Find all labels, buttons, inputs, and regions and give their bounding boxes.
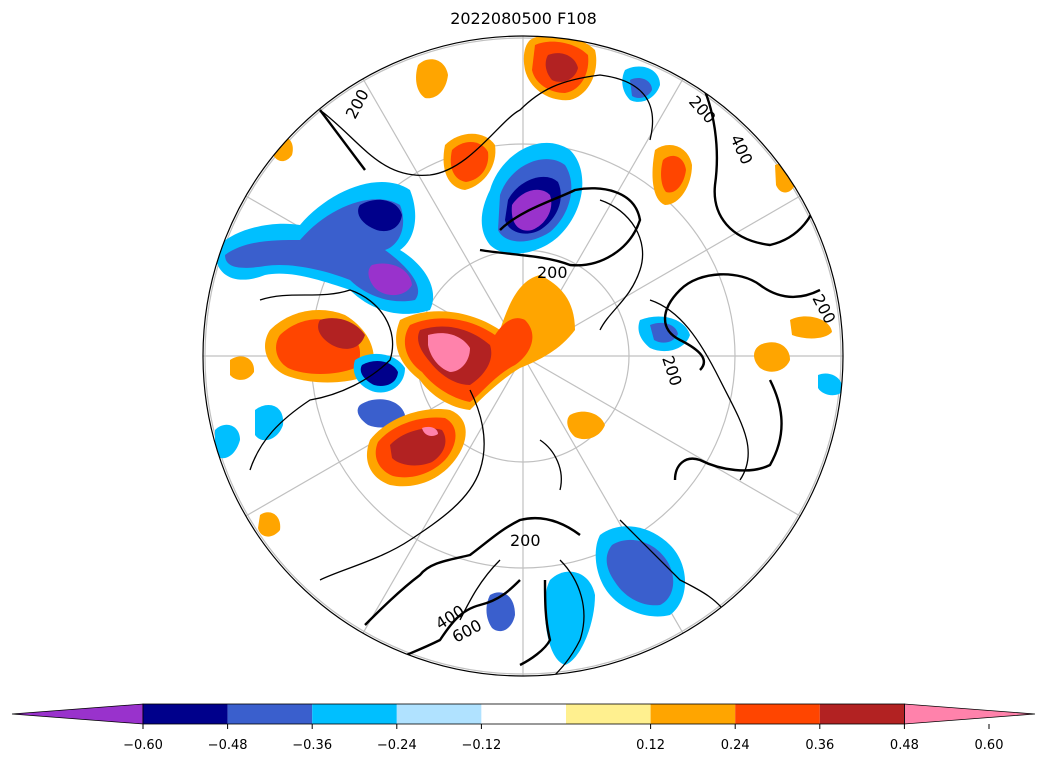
map-title: 2022080500 F108 [450, 9, 597, 28]
colorbar-segment [143, 704, 228, 724]
colorbar-segment [312, 704, 397, 724]
coastlines [249, 74, 749, 676]
colorbar-frame [142, 703, 905, 725]
colorbar-segment [904, 703, 1036, 725]
meridian-line [357, 69, 524, 357]
colorbar-tick-label: −0.24 [377, 738, 417, 753]
colorbar-tick-label: 0.12 [636, 738, 665, 753]
colorbar-tick-label: −0.48 [208, 738, 248, 753]
contour-label: 200 [658, 353, 686, 388]
colorbar-segment [227, 704, 313, 724]
contour-label: 400 [726, 132, 756, 168]
meridian-line [357, 355, 524, 643]
colorbar-segment [566, 704, 651, 724]
colorbar-tick-label: 0.36 [805, 738, 834, 753]
colorbar-segment [819, 704, 905, 724]
colorbar-tick-label: −0.36 [292, 738, 332, 753]
colorbar-tick-label: 0.60 [975, 738, 1004, 753]
colorbar-segment [481, 704, 566, 724]
map-boundary [202, 35, 844, 677]
contour-label: 200 [537, 263, 568, 282]
meridian-line [522, 355, 810, 522]
colorbar-tick-label: 0.24 [721, 738, 750, 753]
colorbar-tick-label: 0.48 [890, 738, 919, 753]
height-contours [319, 79, 822, 667]
colorbar-tick-label: −0.12 [461, 738, 501, 753]
colorbar-segment [735, 704, 820, 724]
colorbar-segment [11, 703, 144, 725]
colorbar-segment [396, 704, 482, 724]
contour-label: 200 [510, 531, 541, 550]
colorbar: −0.60 −0.48 −0.36 −0.24 −0.12 0.12 0.24 0.36 0.4… [11, 703, 1036, 753]
colorbar-segment [650, 704, 736, 724]
colorbar-tick-label: −0.60 [123, 738, 163, 753]
polar-map: 200 200 400 200 200 200 200 400 600 [202, 35, 844, 677]
